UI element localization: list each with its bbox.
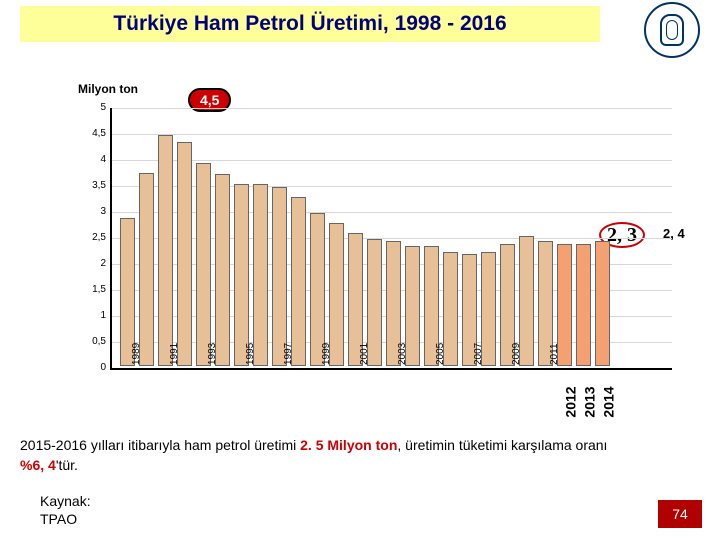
bar <box>177 142 192 366</box>
plot-area: 1989199119931995199719992001200320052007… <box>110 108 672 370</box>
org-logo <box>644 2 700 58</box>
bar <box>576 244 591 366</box>
y-tick-label: 0 <box>80 363 106 373</box>
y-tick-label: 4,5 <box>80 129 106 139</box>
grid-line <box>112 108 672 109</box>
note-prefix: 2015-2016 yılları itibarıyla ham petrol … <box>20 437 300 453</box>
chart: Milyon ton 19891991199319951997199920012… <box>80 100 680 400</box>
note-value-2: %6, 4 <box>20 457 56 473</box>
bar <box>234 184 249 366</box>
note-value-1: 2. 5 Milyon ton <box>300 437 397 453</box>
grid-line <box>112 160 672 161</box>
y-tick-label: 1 <box>80 311 106 321</box>
source-label: Kaynak: <box>40 493 91 509</box>
y-tick-label: 2 <box>80 259 106 269</box>
bar <box>481 252 496 366</box>
bar <box>367 239 382 366</box>
note-mid: , üretimin tüketimi karşılama oranı <box>397 437 607 453</box>
source-name: TPAO <box>40 511 77 527</box>
y-tick-label: 3,5 <box>80 181 106 191</box>
page-number: 74 <box>658 500 702 528</box>
bar <box>519 236 534 366</box>
bar <box>253 184 268 366</box>
bar <box>215 174 230 366</box>
note-suffix: 'tür. <box>56 457 78 473</box>
slide: Türkiye Ham Petrol Üretimi, 1998 - 2016 … <box>0 0 720 540</box>
y-tick-label: 1,5 <box>80 285 106 295</box>
x-tick-label-ext: 2014 <box>600 386 616 417</box>
y-axis-label: Milyon ton <box>78 82 138 96</box>
bar <box>291 197 306 366</box>
y-tick-label: 0,5 <box>80 337 106 347</box>
bar <box>158 135 173 366</box>
title-bar: Türkiye Ham Petrol Üretimi, 1998 - 2016 <box>20 6 600 42</box>
x-tick-label-ext: 2013 <box>581 386 597 417</box>
grid-line <box>112 134 672 135</box>
source: Kaynak: TPAO <box>40 492 91 528</box>
bar <box>557 244 572 366</box>
bar <box>405 246 420 366</box>
bar <box>329 223 344 366</box>
y-tick-label: 3 <box>80 207 106 217</box>
y-tick-label: 5 <box>80 103 106 113</box>
y-tick-label: 4 <box>80 155 106 165</box>
bar <box>272 187 287 366</box>
y-tick-label: 2,5 <box>80 233 106 243</box>
footnote: 2015-2016 yılları itibarıyla ham petrol … <box>20 436 620 475</box>
bar <box>139 173 154 366</box>
bar <box>196 163 211 366</box>
x-tick-label-ext: 2012 <box>562 386 578 417</box>
logo-glyph <box>660 14 684 46</box>
bar <box>595 241 610 366</box>
bar <box>443 252 458 366</box>
